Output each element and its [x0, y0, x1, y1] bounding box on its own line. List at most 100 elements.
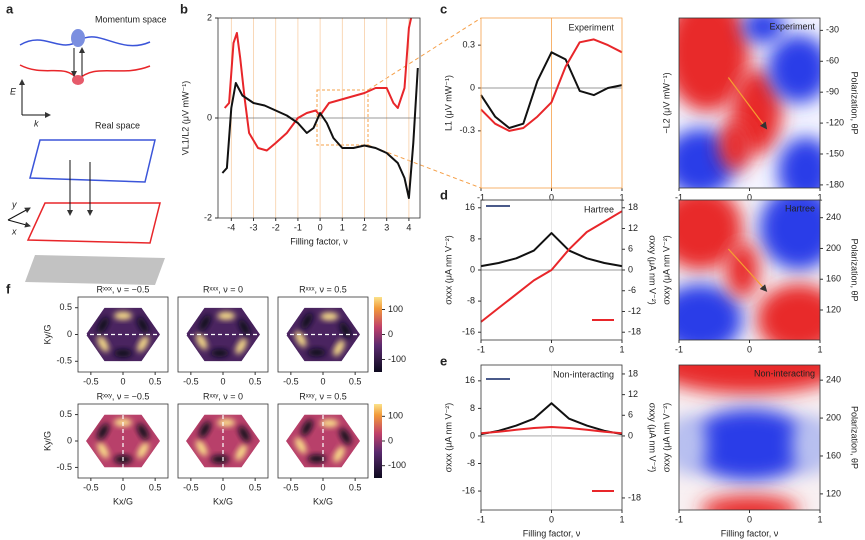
y-tick-label: -90: [826, 87, 839, 97]
annotation: Experiment: [568, 22, 614, 32]
map-feature: [217, 311, 236, 320]
y-tick-label: 100: [388, 411, 403, 421]
axis-label: σxxx (μA nm V⁻²): [443, 403, 453, 473]
annotation: Hartree: [584, 204, 614, 214]
y-tick-label: 8: [470, 403, 475, 413]
axis: [7, 219, 31, 228]
y-tick-label: 160: [826, 450, 841, 460]
map-feature: [97, 335, 109, 352]
x-tick-label: -1: [675, 192, 683, 202]
colorbar: [374, 297, 382, 372]
y-tick-label: 6: [628, 410, 633, 420]
y-tick-label: 12: [628, 389, 638, 399]
x-tick-label: 3: [384, 222, 389, 232]
map-feature: [199, 314, 211, 332]
y-tick-label: 200: [826, 243, 841, 253]
x-axis-label: Filling factor, ν: [721, 528, 779, 538]
axis-label: Polarization, θP: [850, 71, 860, 134]
y-tick-label: -100: [388, 460, 406, 470]
panel-label: a: [6, 1, 14, 16]
y-tick-label: 160: [826, 274, 841, 284]
map-feature: [195, 333, 208, 350]
axis-label: −L2 (μV mW⁻¹): [661, 72, 671, 133]
x-axis-label: Kx/G: [113, 496, 133, 506]
y-tick-label: -120: [826, 117, 844, 127]
map-feature: [333, 339, 345, 357]
axis-label: σxxy (μA nm V⁻²): [648, 235, 658, 305]
band-blue: [19, 36, 151, 47]
series-line: [480, 402, 623, 436]
plot-frame: [480, 17, 623, 189]
map-feature: [238, 319, 251, 336]
heatmap-region: [767, 35, 820, 103]
heatmap-region: [679, 415, 708, 474]
heatmap-region: [791, 415, 820, 474]
axis-label: σxxy (μA nm V⁻²): [661, 235, 671, 305]
axis-label: Polarization, θP: [850, 406, 860, 469]
heatmap-region: [679, 365, 820, 394]
map: [85, 307, 161, 362]
map: [185, 307, 261, 362]
y-tick-label: 0: [388, 435, 393, 445]
map-feature: [238, 426, 251, 443]
x-axis-label: Filling factor, ν: [523, 528, 581, 538]
annotation: Experiment: [769, 21, 815, 31]
map-feature: [210, 455, 229, 464]
label: k: [34, 118, 39, 128]
map: [185, 414, 261, 468]
axis-label: Ky/G: [42, 431, 52, 451]
axis-label: L1 (μV mW⁻¹): [443, 75, 453, 131]
y-tick-label: 6: [628, 244, 633, 254]
map-feature: [235, 337, 247, 355]
y-tick-label: -180: [826, 179, 844, 189]
map-feature: [97, 317, 109, 334]
heatmap-region: [759, 200, 820, 270]
y-tick-label: -12: [628, 306, 641, 316]
x-tick-label: -0.5: [183, 376, 199, 386]
x-tick-label: 1: [340, 222, 345, 232]
zoom-line: [367, 17, 482, 91]
y-tick-label: -0.5: [56, 462, 72, 472]
x-tick-label: -1: [675, 344, 683, 354]
map-feature: [320, 419, 339, 428]
map-feature: [199, 421, 211, 438]
zoom-line: [367, 144, 482, 189]
map-feature: [137, 423, 149, 440]
x-tick-label: 2: [362, 222, 367, 232]
y-tick-label: 120: [826, 488, 841, 498]
y-tick-label: -16: [462, 327, 475, 337]
heatmap-region: [679, 284, 743, 340]
annotation: Non-interacting: [553, 369, 614, 379]
panel-label: b: [180, 1, 188, 16]
panel-label: f: [6, 281, 11, 296]
x-tick-label: 0.5: [249, 376, 262, 386]
y-tick-label: 18: [628, 368, 638, 378]
heatmap-region: [686, 408, 813, 481]
heatmap-region: [718, 120, 753, 171]
heatmap: [679, 365, 820, 510]
x-tick-label: -0.5: [83, 376, 99, 386]
axis-label: Polarization, θP: [850, 238, 860, 301]
x-tick-label: -0.5: [283, 482, 299, 492]
series-line: [480, 51, 623, 129]
x-tick-label: 0: [320, 376, 325, 386]
wavepacket: [71, 29, 85, 47]
map-feature: [235, 444, 247, 461]
x-tick-label: 0.5: [349, 376, 362, 386]
arrow: [727, 77, 768, 130]
y-tick-label: 120: [826, 304, 841, 314]
y-tick-label: 200: [826, 412, 841, 422]
x-tick-label: 0: [747, 514, 752, 524]
heatmap: [679, 200, 820, 340]
y-tick-label: 0: [388, 329, 393, 339]
y-tick-label: 0: [628, 430, 633, 440]
map-feature: [307, 348, 326, 357]
y-tick-label: 0.5: [59, 302, 72, 312]
y-tick-label: 0.3: [462, 40, 475, 50]
series-line: [480, 38, 623, 132]
y-tick-label: 0: [207, 112, 212, 122]
diagram: Momentum space E k Real space y x: [7, 14, 167, 285]
series-line: [480, 426, 623, 435]
y-tick-label: 0: [470, 264, 475, 274]
axis-label: σxxx (μA nm V⁻²): [443, 235, 453, 305]
